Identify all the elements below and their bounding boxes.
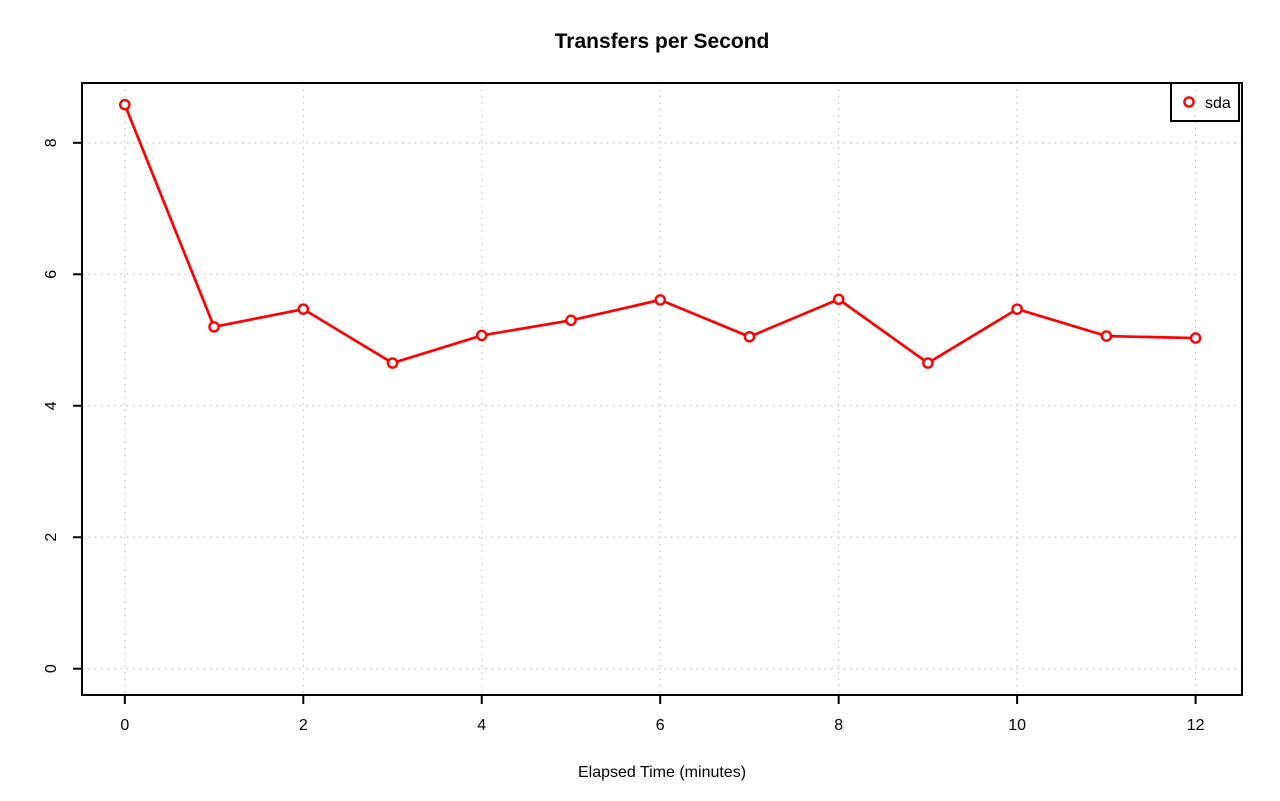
data-point bbox=[297, 303, 310, 315]
data-point bbox=[1011, 303, 1023, 315]
data-point bbox=[922, 357, 934, 369]
y-tick-label: 6 bbox=[43, 270, 60, 279]
data-point bbox=[475, 329, 488, 342]
data-point bbox=[743, 330, 756, 343]
x-tick-label: 12 bbox=[1187, 717, 1205, 734]
data-series bbox=[119, 98, 1202, 369]
data-point bbox=[119, 98, 131, 111]
x-tick-label: 4 bbox=[477, 717, 486, 734]
y-tick-label: 2 bbox=[43, 533, 60, 542]
y-tick-label: 0 bbox=[43, 664, 60, 673]
legend-marker-icon bbox=[1183, 96, 1195, 108]
x-tick-label: 8 bbox=[834, 717, 843, 734]
legend-box bbox=[1170, 82, 1240, 122]
y-tick-label: 8 bbox=[43, 138, 60, 147]
data-point bbox=[386, 357, 399, 369]
y-tick-label: 4 bbox=[43, 401, 60, 410]
series-line bbox=[123, 103, 1197, 365]
x-tick-label: 2 bbox=[299, 717, 308, 734]
plot-area bbox=[81, 82, 1243, 696]
legend: sda bbox=[1170, 82, 1240, 122]
grid-layer bbox=[82, 83, 1242, 695]
chart-title: Transfers per Second bbox=[555, 30, 770, 53]
data-point bbox=[832, 293, 845, 306]
x-tick-label: 10 bbox=[1008, 717, 1026, 734]
x-tick-label: 0 bbox=[120, 717, 129, 734]
data-point bbox=[208, 321, 220, 333]
data-point bbox=[1100, 330, 1113, 342]
data-point bbox=[654, 294, 667, 306]
data-point bbox=[565, 314, 577, 327]
data-point bbox=[1189, 332, 1202, 344]
x-tick-label: 6 bbox=[656, 717, 665, 734]
x-axis-label: Elapsed Time (minutes) bbox=[578, 764, 746, 781]
legend-label: sda bbox=[1205, 95, 1231, 112]
axes: 0 2 4 6 8 10 12 0 2 4 6 8 bbox=[43, 138, 1205, 734]
